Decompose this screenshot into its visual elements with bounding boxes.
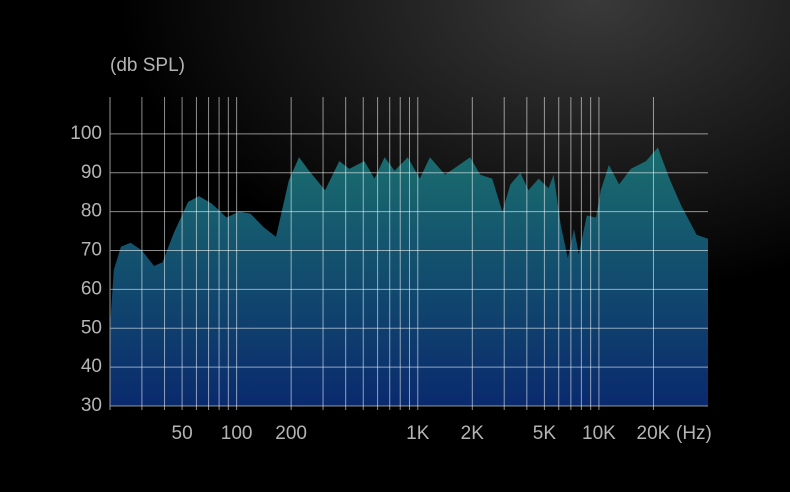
y-axis-label: (db SPL) (110, 55, 185, 76)
x-tick-label: 10K (582, 423, 616, 444)
y-tick-label: 100 (70, 123, 102, 144)
x-tick-label: 200 (275, 423, 307, 444)
x-tick-label: 2K (461, 423, 485, 444)
x-tick-label: 1K (406, 423, 430, 444)
y-tick-label: 60 (81, 278, 102, 299)
y-tick-label: 30 (81, 395, 102, 416)
x-tick-label: 50 (172, 423, 193, 444)
y-tick-label: 80 (81, 201, 102, 222)
y-tick-label: 40 (81, 356, 102, 377)
x-tick-label: 20K (637, 423, 671, 444)
x-axis-unit: (Hz) (676, 423, 712, 444)
x-tick-label: 100 (221, 423, 253, 444)
y-tick-label: 70 (81, 240, 102, 261)
x-tick-label: 5K (533, 423, 557, 444)
y-tick-label: 50 (81, 317, 102, 338)
y-tick-label: 90 (81, 162, 102, 183)
